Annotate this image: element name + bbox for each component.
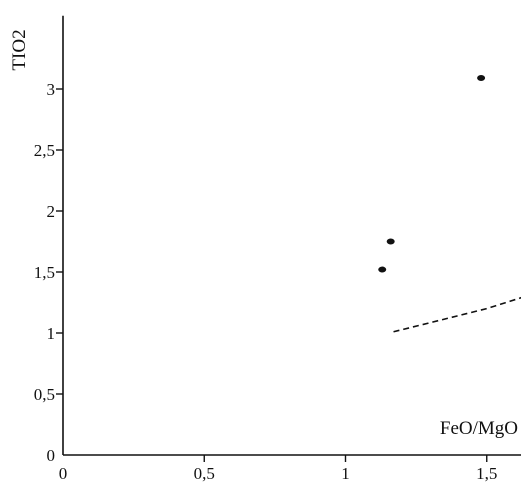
boundary-dashed-line: [393, 296, 521, 333]
x-tick-label: 0,5: [194, 464, 215, 483]
y-axis-title: TIO2: [9, 29, 30, 70]
data-point-4: [378, 266, 387, 273]
data-point-3: [386, 238, 395, 245]
y-tick-label: 0: [47, 446, 56, 465]
data-point-1: [477, 75, 486, 82]
x-axis-title: FeO/MgO: [440, 418, 518, 439]
y-tick-label: 0,5: [34, 385, 55, 404]
y-tick-label: 1: [47, 324, 56, 343]
x-tick-label: 1,5: [476, 464, 497, 483]
y-tick-label: 1,5: [34, 263, 55, 282]
y-tick-label: 2: [47, 202, 56, 221]
x-tick-label: 1: [341, 464, 350, 483]
data-points: [378, 75, 486, 273]
y-tick-label: 3: [47, 80, 56, 99]
x-tick-label: 0: [59, 464, 68, 483]
y-tick-label: 2,5: [34, 141, 55, 160]
boundary-curve: [393, 296, 521, 333]
